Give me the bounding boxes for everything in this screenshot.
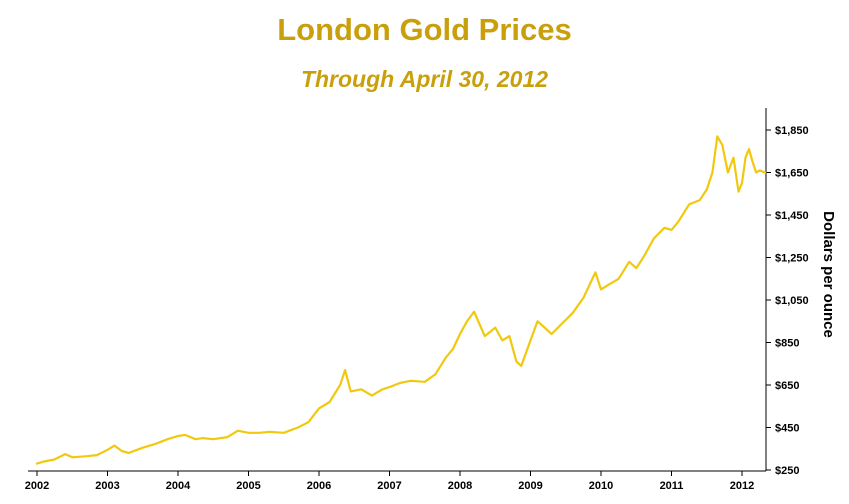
x-tick-label: 2008 xyxy=(448,480,472,492)
gold-price-line xyxy=(35,135,767,465)
x-tick-label: 2004 xyxy=(166,480,191,492)
y-tick-label: $450 xyxy=(775,423,799,435)
y-tick-label: $1,450 xyxy=(775,210,809,222)
y-tick-label: $1,650 xyxy=(775,168,809,180)
plot-area xyxy=(35,135,767,465)
y-tick-label: $850 xyxy=(775,338,799,350)
x-tick-label: 2009 xyxy=(518,480,542,492)
x-tick-label: 2010 xyxy=(589,480,613,492)
x-tick-label: 2007 xyxy=(377,480,401,492)
x-tick-label: 2005 xyxy=(236,480,260,492)
x-axis: 2002 2003 2004 2005 2006 2007 2008 2009 2010 2011… xyxy=(25,470,766,492)
x-tick-label: 2011 xyxy=(660,480,684,492)
chart-subtitle: Through April 30, 2012 xyxy=(300,66,549,92)
chart-title: London Gold Prices xyxy=(277,12,572,47)
y-tick-label: $250 xyxy=(775,465,799,477)
y-axis-label: Dollars per ounce xyxy=(820,211,837,338)
y-tick-label: $1,250 xyxy=(775,253,809,265)
x-tick-label: 2003 xyxy=(95,480,119,492)
y-tick-label: $650 xyxy=(775,380,799,392)
x-tick-label: 2002 xyxy=(25,480,49,492)
x-tick-label: 2006 xyxy=(307,480,331,492)
x-tick-label: 2012 xyxy=(730,480,754,492)
y-axis: $250 $450 $650 $850 $1,050 $1,250 $1,450 $1,650… xyxy=(765,108,809,477)
y-tick-label: $1,050 xyxy=(775,295,809,307)
y-tick-label: $1,850 xyxy=(775,125,809,137)
